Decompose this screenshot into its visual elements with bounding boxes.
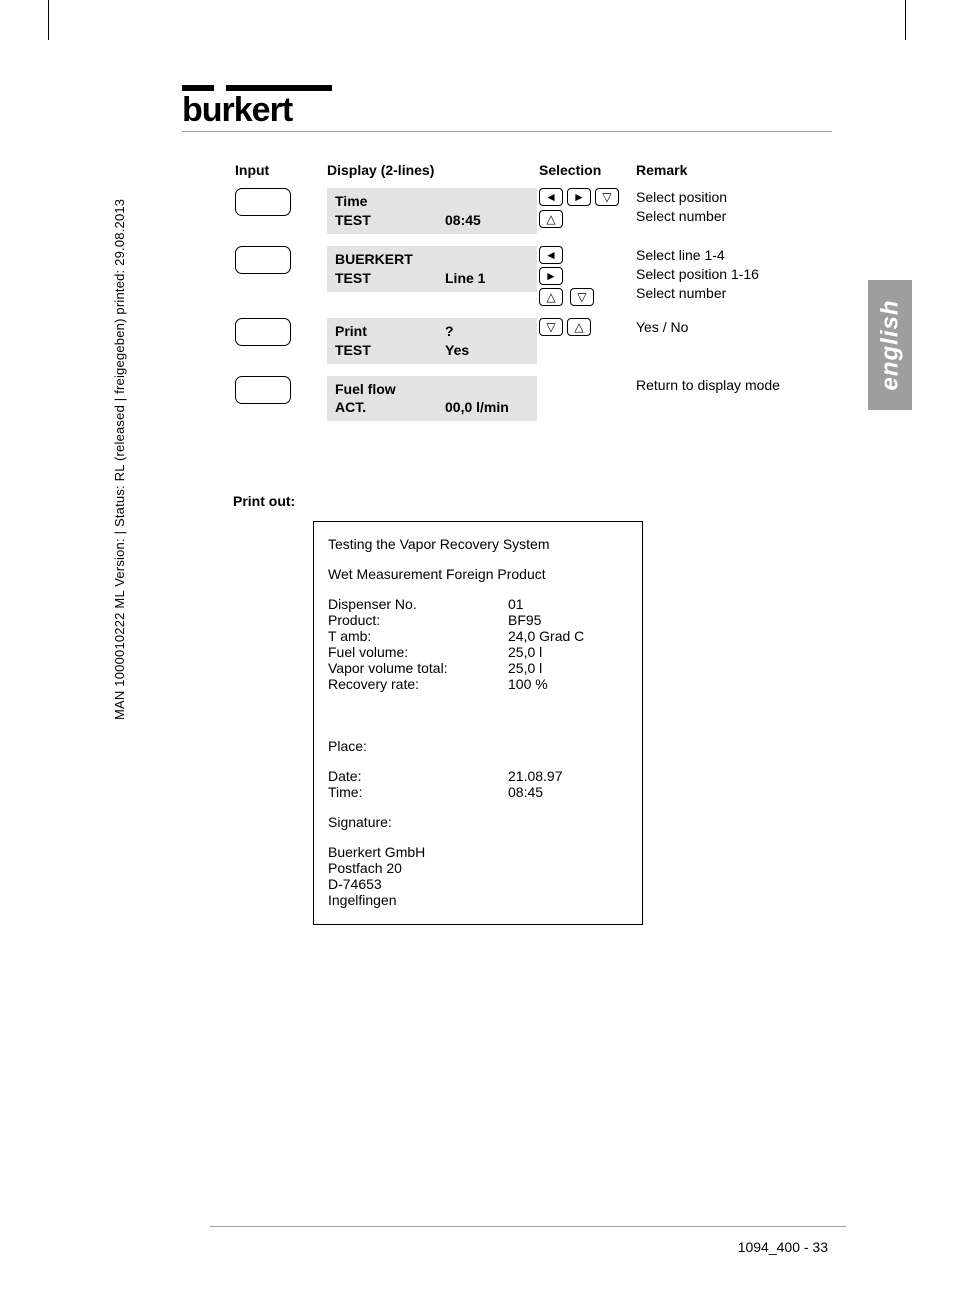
display-box: Print TEST ? Yes — [327, 318, 537, 364]
remark-cell: Select line 1-4Select position 1-16Selec… — [636, 246, 841, 316]
remark-text: Select positionSelect number — [636, 189, 727, 224]
table-header-row: Input Display (2-lines) Selection Remark — [235, 162, 841, 186]
input-key-box — [235, 188, 291, 216]
printout-row: Product:BF95 — [328, 612, 628, 628]
display-value: Line 1 — [445, 270, 485, 286]
arrow-up-icon: △ — [539, 210, 563, 228]
display-line2: TEST — [335, 212, 371, 228]
table-row: Time TEST 08:45 ◄ ► ▽ △ Select pos — [235, 188, 841, 244]
display-box: Time TEST 08:45 — [327, 188, 537, 234]
header-input: Input — [235, 162, 325, 186]
logo-umlaut-dots — [216, 86, 224, 89]
arrow-left-icon: ◄ — [539, 188, 563, 206]
header-remark: Remark — [636, 162, 841, 186]
input-key-box — [235, 318, 291, 346]
input-key-box — [235, 246, 291, 274]
remark-text: Yes / No — [636, 319, 688, 335]
table-row: BUERKERT TEST Line 1 ◄ ► △ ▽ — [235, 246, 841, 316]
printout-place: Place: — [328, 738, 628, 754]
remark-text: Return to display mode — [636, 377, 780, 393]
input-key-box — [235, 376, 291, 404]
display-value: 00,0 l/min — [445, 399, 509, 415]
display-line1: Time — [335, 193, 367, 209]
arrow-right-icon: ► — [539, 267, 563, 285]
header-selection: Selection — [539, 162, 634, 186]
logo: burkert — [182, 85, 886, 132]
printout-row: Dispenser No.01 — [328, 596, 628, 612]
arrow-left-icon: ◄ — [539, 246, 563, 264]
printout-row: Fuel volume:25,0 l — [328, 644, 628, 660]
printout-row: Time:08:45 — [328, 784, 628, 800]
table-row: Fuel flow ACT. 00,0 l/min Return to disp… — [235, 376, 841, 432]
display-value-line1: ? — [445, 323, 454, 339]
printout-row: Date:21.08.97 — [328, 768, 628, 784]
printout-address-line: Buerkert GmbH — [328, 844, 628, 860]
header-display: Display (2-lines) — [327, 162, 537, 186]
display-line1: Fuel flow — [335, 381, 396, 397]
remark-cell: Select positionSelect number — [636, 188, 841, 244]
logo-text: burkert — [182, 93, 832, 132]
display-line2: TEST — [335, 270, 371, 286]
remark-cell: Return to display mode — [636, 376, 841, 432]
printout-row: Recovery rate:100 % — [328, 676, 628, 692]
arrow-up-icon: △ — [539, 288, 563, 306]
arrow-down-icon: ▽ — [595, 188, 619, 206]
page: burkert Input Display (2-lines) Selectio… — [48, 0, 906, 1307]
printout-title: Testing the Vapor Recovery System — [328, 536, 628, 552]
logo-bar — [182, 85, 332, 91]
display-box: BUERKERT TEST Line 1 — [327, 246, 537, 292]
content: Input Display (2-lines) Selection Remark… — [233, 160, 843, 433]
printout-address-line: D-74653 — [328, 876, 628, 892]
footer-page-number: 1094_400 - 33 — [738, 1239, 828, 1255]
printout-subtitle: Wet Measurement Foreign Product — [328, 566, 628, 582]
printout-heading: Print out: — [233, 493, 886, 509]
remark-text: Select line 1-4Select position 1-16Selec… — [636, 247, 759, 301]
printout-row: T amb:24,0 Grad C — [328, 628, 628, 644]
remark-cell: Yes / No — [636, 318, 841, 374]
display-line1: BUERKERT — [335, 251, 413, 267]
selection-icons: ◄ ► ▽ △ — [539, 188, 619, 228]
menu-table: Input Display (2-lines) Selection Remark… — [233, 160, 843, 433]
printout-signature: Signature: — [328, 814, 628, 830]
printout-row: Vapor volume total:25,0 l — [328, 660, 628, 676]
selection-icons: ◄ ► △ ▽ — [539, 246, 634, 306]
footer-rule — [210, 1226, 846, 1227]
arrow-down-icon: ▽ — [539, 318, 563, 336]
printout-box: Testing the Vapor Recovery System Wet Me… — [313, 521, 643, 925]
arrow-up-icon: △ — [567, 318, 591, 336]
display-line2: TEST — [335, 342, 371, 358]
arrow-down-icon: ▽ — [570, 288, 594, 306]
printout-address-line: Postfach 20 — [328, 860, 628, 876]
display-value: 08:45 — [445, 212, 481, 228]
printout-address-line: Ingelfingen — [328, 892, 628, 908]
table-row: Print TEST ? Yes ▽ △ — [235, 318, 841, 374]
display-value-line2: Yes — [445, 342, 469, 358]
display-line1: Print — [335, 323, 367, 339]
display-box: Fuel flow ACT. 00,0 l/min — [327, 376, 537, 422]
display-line2: ACT. — [335, 399, 366, 415]
selection-icons: ▽ △ — [539, 318, 619, 336]
arrow-right-icon: ► — [567, 188, 591, 206]
